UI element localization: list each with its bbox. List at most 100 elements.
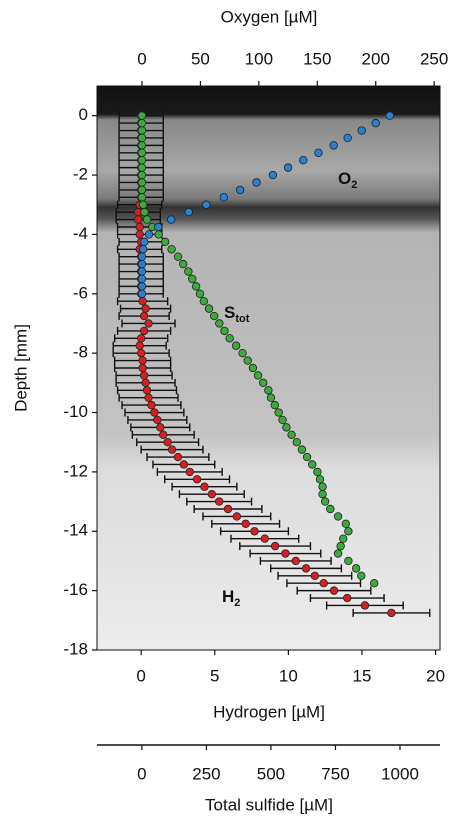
data-point (144, 230, 154, 239)
data-point (333, 512, 343, 521)
data-point (138, 297, 147, 306)
data-point (135, 341, 144, 350)
data-point (219, 193, 228, 202)
data-point (137, 252, 147, 261)
data-point (333, 549, 343, 558)
data-point (344, 527, 353, 536)
data-point (137, 118, 147, 128)
hydrogen-tick-label: 20 (426, 666, 445, 685)
oxygen-tick-label: 0 (137, 49, 146, 68)
data-point (214, 497, 224, 506)
data-point (163, 438, 172, 447)
data-point (278, 415, 287, 425)
hydrogen-tick-label: 5 (210, 666, 219, 685)
data-point (297, 445, 307, 454)
data-point (343, 593, 352, 603)
data-point (150, 408, 159, 417)
annotation-text: S (224, 303, 235, 322)
data-point (138, 245, 148, 254)
data-point (154, 230, 163, 239)
data-point (137, 185, 147, 195)
data-point (310, 571, 320, 580)
y-tick-label: -2 (73, 165, 88, 184)
data-point (137, 259, 147, 269)
sulfide-tick-label: 1000 (381, 764, 419, 783)
data-point (281, 549, 290, 558)
data-point (137, 111, 147, 120)
data-point (136, 348, 146, 358)
sulfide-tick-label: 0 (137, 764, 146, 783)
data-point (343, 133, 352, 143)
data-point (137, 193, 147, 202)
data-point (142, 386, 152, 395)
data-point (283, 163, 293, 172)
data-point (371, 118, 380, 128)
data-point (238, 348, 247, 358)
data-point (144, 393, 153, 402)
annotation-sub: 2 (351, 179, 357, 191)
data-point (387, 608, 396, 618)
y-tick-label: -12 (63, 461, 88, 480)
data-point (292, 438, 301, 447)
hydrogen-tick-label: 0 (136, 666, 145, 685)
data-point (137, 274, 147, 284)
y-tick-label: -6 (73, 283, 88, 302)
annotation: H2 (222, 587, 240, 608)
annotation-sub: tot (235, 313, 249, 325)
data-point (137, 178, 147, 187)
oxygen-tick-label: 250 (420, 49, 448, 68)
data-point (231, 341, 241, 350)
data-point (139, 311, 149, 321)
data-point (173, 252, 183, 261)
data-point (215, 319, 224, 328)
data-point (134, 215, 143, 224)
data-point (329, 141, 338, 150)
data-point (287, 430, 296, 439)
data-point (207, 489, 217, 499)
data-point (270, 541, 280, 551)
data-point (144, 319, 153, 328)
data-point (137, 163, 147, 172)
data-point (137, 156, 147, 165)
data-point (141, 378, 150, 388)
y-tick-label: 0 (79, 105, 88, 124)
data-point (360, 601, 370, 610)
data-point (385, 111, 394, 120)
data-point (243, 356, 252, 365)
annotation: Stot (224, 303, 250, 324)
y-tick-label: -8 (73, 343, 88, 362)
data-point (318, 489, 327, 499)
data-point (179, 259, 188, 269)
data-point (225, 334, 234, 343)
data-point (204, 304, 214, 313)
oxygen-tick-label: 150 (303, 49, 331, 68)
data-point (140, 207, 149, 217)
data-point (156, 423, 165, 432)
data-point (270, 400, 280, 410)
data-point (195, 289, 205, 298)
data-point (260, 534, 270, 543)
data-point (357, 571, 366, 580)
data-point (223, 504, 233, 514)
y-tick-label: -14 (63, 521, 88, 540)
sulfide-tick-label: 500 (257, 764, 285, 783)
data-point (138, 356, 147, 365)
data-point (357, 126, 366, 135)
data-point (250, 527, 259, 536)
data-point (302, 452, 312, 462)
data-point (264, 386, 273, 395)
data-point (248, 363, 258, 373)
data-point (329, 586, 339, 595)
data-point (141, 304, 150, 313)
data-point (252, 178, 261, 187)
data-point (344, 556, 353, 566)
data-point (137, 282, 147, 291)
data-point (137, 267, 147, 276)
data-point (137, 141, 147, 150)
data-point (137, 133, 147, 143)
oxygen-tick-label: 50 (191, 49, 210, 68)
bottom-axis-title: Hydrogen [µM] (213, 702, 325, 721)
data-point (341, 519, 350, 529)
sulfide-axis-title: Total sulfide [µM] (205, 795, 333, 814)
data-point (291, 556, 300, 566)
